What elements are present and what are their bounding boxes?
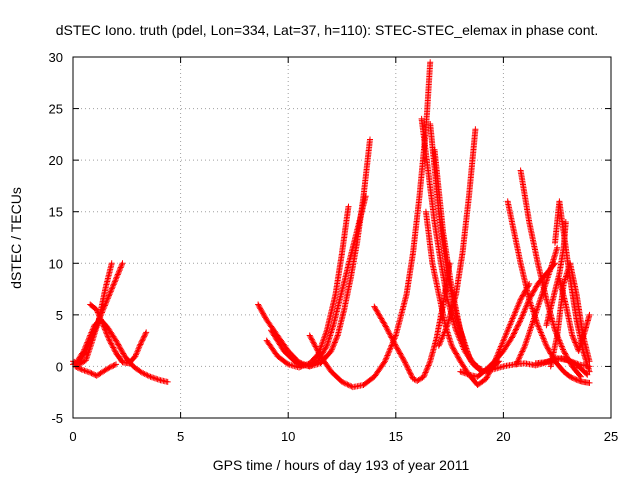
x-tick-label: 15: [389, 429, 403, 444]
series-marker-path: [556, 275, 593, 354]
x-tick-label: 5: [177, 429, 184, 444]
series-24: [532, 355, 591, 378]
series-marker-path: [263, 203, 352, 371]
series-7: [263, 203, 352, 371]
series-3: [87, 301, 150, 367]
y-tick-label: 5: [56, 308, 63, 323]
axis-ticks: 0 5 10 15 20 25 -5 0 5 10 15 20 25 30: [49, 50, 619, 444]
y-tick-label: 15: [49, 205, 63, 220]
x-tick-label: 10: [281, 429, 295, 444]
series-marker-path: [457, 260, 558, 380]
y-tick-label: -5: [51, 411, 63, 426]
series-marker-path: [532, 355, 591, 378]
x-tick-label: 0: [69, 429, 76, 444]
y-tick-label: 0: [56, 359, 63, 374]
series-0: [70, 260, 115, 368]
series-15: [457, 260, 558, 380]
series-marker-path: [87, 301, 150, 367]
y-tick-label: 10: [49, 256, 63, 271]
series-23: [543, 219, 569, 329]
y-axis-label: dSTEC / TECUs: [8, 187, 24, 289]
x-axis-label: GPS time / hours of day 193 of year 2011: [213, 457, 470, 473]
series-marker-path: [435, 126, 479, 349]
series-marker-path: [70, 260, 115, 368]
data-markers: [70, 59, 593, 391]
x-tick-label: 25: [604, 429, 618, 444]
y-tick-label: 20: [49, 153, 63, 168]
plot-frame: [72, 56, 612, 419]
series-marker-path: [543, 219, 569, 329]
series-19: [513, 244, 561, 368]
series-22: [556, 275, 593, 354]
y-tick-label: 25: [49, 102, 63, 117]
chart-title: dSTEC Iono. truth (pdel, Lon=334, Lat=37…: [56, 22, 599, 38]
series-marker-path: [513, 244, 561, 368]
x-tick-label: 20: [496, 429, 510, 444]
y-tick-label: 30: [49, 50, 63, 65]
series-14: [435, 126, 479, 349]
